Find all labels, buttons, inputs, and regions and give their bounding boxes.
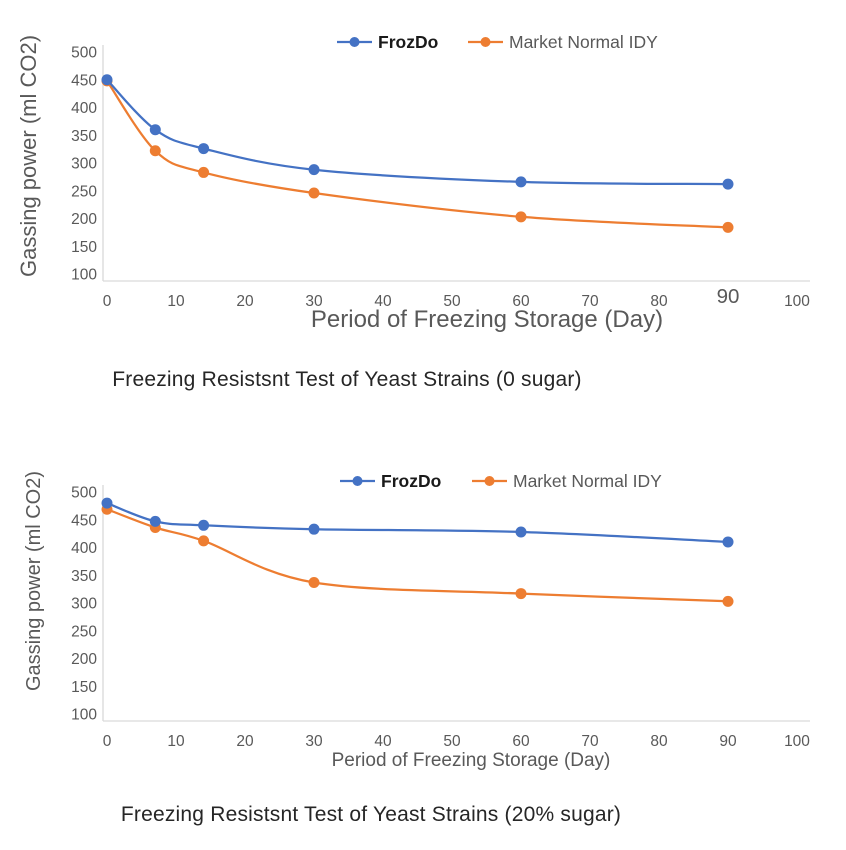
x-axis-title: Period of Freezing Storage (Day): [311, 306, 663, 333]
data-point-frozdo: [198, 519, 210, 531]
x-tick-label: 90: [717, 285, 740, 308]
x-tick-label: 0: [103, 733, 112, 750]
legend-label: FrozDo: [381, 471, 441, 491]
data-point-frozdo: [308, 523, 320, 535]
x-tick-label: 60: [512, 293, 530, 310]
y-tick-label: 300: [71, 596, 97, 613]
data-point-market-normal-idy: [149, 145, 161, 157]
y-tick-label: 350: [71, 568, 97, 585]
data-point-frozdo: [515, 526, 527, 538]
chart-20-percent-sugar: 100 150 200 250 300 350 400 450 500 0 10 20 30 40 50 60…: [23, 471, 810, 771]
x-tick-label: 70: [581, 293, 599, 310]
x-tick-label: 10: [167, 293, 185, 310]
y-axis-title: Gassing power (ml CO2): [23, 471, 45, 691]
y-tick-label: 250: [71, 623, 97, 640]
legend-marker: [480, 37, 491, 47]
data-point-market-normal-idy: [198, 166, 210, 178]
chart-0-sugar: 100 150 200 250 300 350 400 450 500 0 10 20 30 40 50 60…: [16, 32, 810, 333]
legend-label: FrozDo: [378, 32, 438, 52]
chart-0-caption: Freezing Resistsnt Test of Yeast Strains…: [112, 368, 582, 391]
data-point-frozdo: [149, 515, 161, 527]
x-tick-label: 100: [784, 293, 810, 310]
y-tick-label: 300: [71, 156, 97, 173]
data-point-market-normal-idy: [515, 588, 527, 600]
x-tick-label: 20: [236, 733, 254, 750]
x-tick-label: 80: [650, 733, 668, 750]
legend-marker: [349, 37, 360, 47]
y-tick-label: 450: [71, 512, 97, 529]
x-tick-label: 20: [236, 293, 254, 310]
x-tick-label: 60: [512, 733, 530, 750]
x-tick-label: 10: [167, 733, 185, 750]
data-point-frozdo: [308, 164, 320, 176]
data-point-frozdo: [722, 178, 734, 190]
data-point-market-normal-idy: [308, 187, 320, 199]
x-axis-title: Period of Freezing Storage (Day): [332, 750, 611, 771]
data-point-market-normal-idy: [515, 211, 527, 223]
data-point-frozdo: [149, 124, 161, 136]
y-axis-title: Gassing power (ml CO2): [16, 35, 41, 277]
data-point-market-normal-idy: [198, 535, 210, 547]
y-tick-label: 400: [71, 100, 97, 117]
x-tick-label: 40: [374, 733, 392, 750]
x-tick-label: 50: [443, 293, 461, 310]
x-tick-label: 0: [103, 293, 112, 310]
y-tick-label: 100: [71, 707, 97, 724]
data-point-frozdo: [101, 74, 113, 86]
data-point-frozdo: [101, 497, 113, 509]
x-tick-label: 30: [305, 733, 323, 750]
y-tick-label: 150: [71, 239, 97, 256]
y-tick-label: 200: [71, 211, 97, 228]
data-point-frozdo: [198, 143, 210, 155]
y-tick-label: 100: [71, 267, 97, 284]
x-tick-label: 80: [650, 293, 668, 310]
y-tick-label: 150: [71, 679, 97, 696]
legend-marker: [484, 476, 495, 486]
series-line-market-normal-idy: [105, 79, 730, 229]
data-point-frozdo: [515, 176, 527, 188]
x-tick-label: 100: [784, 733, 810, 750]
x-tick-label: 30: [305, 293, 323, 310]
chart-1-caption: Freezing Resistsnt Test of Yeast Strains…: [120, 803, 622, 826]
data-point-frozdo: [722, 536, 734, 548]
x-tick-label: 40: [374, 293, 392, 310]
legend-label: Market Normal IDY: [509, 32, 658, 52]
y-tick-label: 200: [71, 651, 97, 668]
data-point-market-normal-idy: [722, 221, 734, 233]
x-tick-label: 50: [443, 733, 461, 750]
y-tick-label: 250: [71, 183, 97, 200]
data-point-market-normal-idy: [722, 595, 734, 607]
x-tick-label: 70: [581, 733, 599, 750]
y-tick-label: 500: [71, 45, 97, 62]
y-tick-label: 500: [71, 485, 97, 502]
y-tick-label: 350: [71, 128, 97, 145]
legend-label: Market Normal IDY: [513, 471, 662, 491]
y-tick-label: 400: [71, 540, 97, 557]
y-tick-label: 450: [71, 72, 97, 89]
legend-marker: [352, 476, 363, 486]
data-point-market-normal-idy: [308, 576, 320, 588]
x-tick-label: 90: [719, 733, 737, 750]
